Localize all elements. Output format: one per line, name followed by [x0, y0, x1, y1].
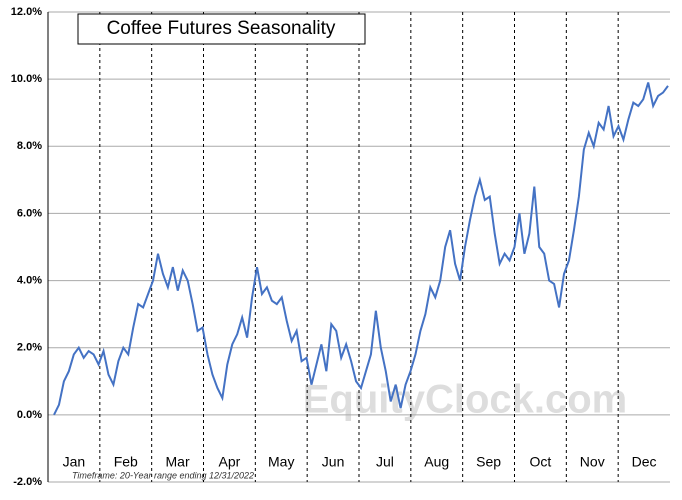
x-tick-label: Mar [166, 454, 190, 470]
y-tick-label: -2.0% [13, 476, 42, 488]
y-tick-label: 0.0% [17, 409, 42, 421]
y-tick-label: 10.0% [11, 73, 42, 85]
x-tick-label: Apr [219, 454, 241, 470]
x-tick-label: Aug [424, 454, 449, 470]
x-tick-label: Jun [322, 454, 345, 470]
x-tick-label: Jul [376, 454, 394, 470]
watermark: EquityClock.com [303, 378, 628, 422]
y-tick-label: 6.0% [17, 207, 42, 219]
x-tick-label: Nov [580, 454, 605, 470]
x-tick-label: Dec [632, 454, 657, 470]
y-tick-label: 4.0% [17, 274, 42, 286]
x-tick-label: May [268, 454, 294, 470]
series-line [53, 82, 669, 416]
x-tick-label: Feb [114, 454, 138, 470]
x-tick-label: Sep [476, 454, 501, 470]
y-tick-label: 12.0% [11, 6, 42, 18]
footnote: Timeframe: 20-Year range ending 12/31/20… [72, 470, 254, 480]
x-tick-label: Jan [63, 454, 86, 470]
y-tick-label: 2.0% [17, 342, 42, 354]
x-tick-label: Oct [530, 454, 552, 470]
chart-title: Coffee Futures Seasonality [107, 18, 336, 39]
title-box [77, 13, 366, 45]
y-tick-label: 8.0% [17, 140, 42, 152]
